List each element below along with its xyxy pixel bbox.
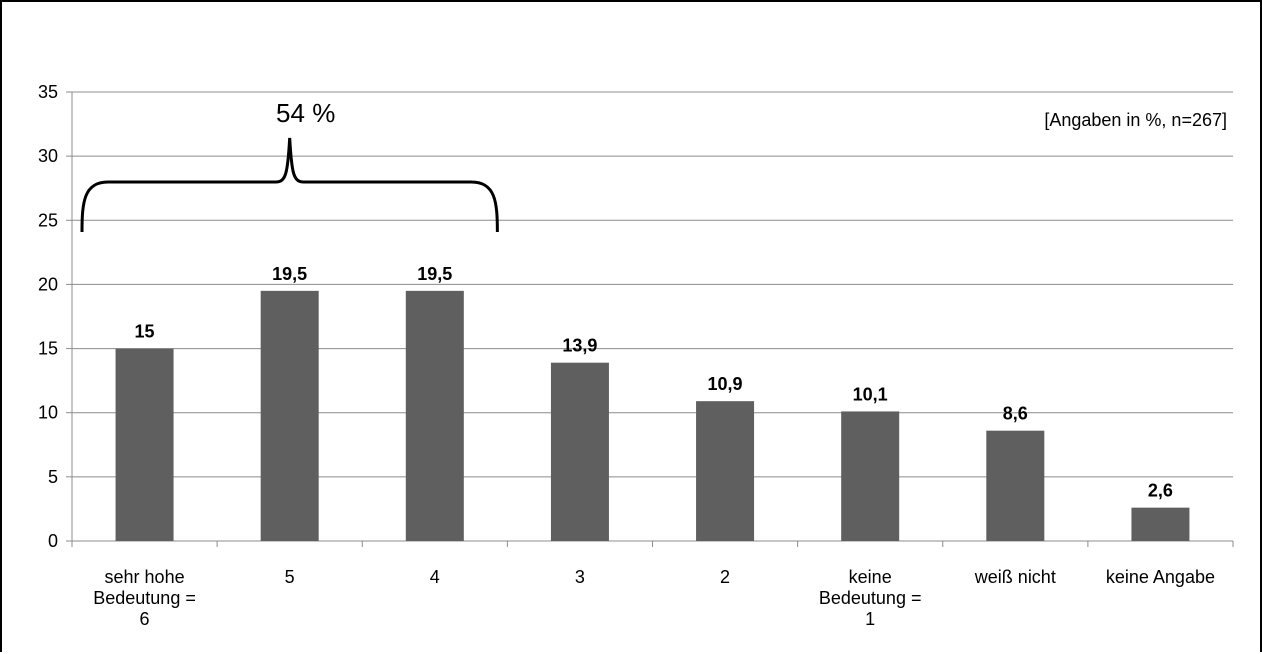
data-label: 19,5 bbox=[272, 264, 307, 284]
bar bbox=[115, 348, 174, 541]
bar bbox=[841, 411, 900, 541]
y-tick-label: 25 bbox=[38, 210, 58, 230]
data-label: 10,9 bbox=[708, 374, 743, 394]
bar bbox=[1131, 507, 1190, 541]
data-label: 13,9 bbox=[562, 336, 597, 356]
y-axis: 0 5 10 15 20 25 30 35 bbox=[38, 82, 73, 551]
bar bbox=[260, 290, 319, 541]
bar bbox=[550, 362, 609, 541]
data-labels: 15 19,5 19,5 13,9 10,9 10,1 8,6 2,6 bbox=[135, 264, 1173, 501]
x-axis: sehr hohe Bedeutung = 6 5 4 3 2 keine Bedeutung … bbox=[71, 540, 1234, 629]
y-tick-label: 15 bbox=[38, 339, 58, 359]
bar bbox=[986, 430, 1045, 541]
x-tick-label: 3 bbox=[575, 567, 585, 587]
x-tick-label: sehr hohe Bedeutung = 6 bbox=[93, 567, 196, 629]
bars bbox=[115, 290, 1190, 541]
grouping-brace: 54 % bbox=[80, 98, 499, 233]
x-tick-label: keine Bedeutung = 1 bbox=[819, 567, 922, 629]
y-tick-label: 0 bbox=[48, 531, 58, 551]
x-tick-label: 4 bbox=[430, 567, 440, 587]
x-tick-label: keine Angabe bbox=[1106, 567, 1215, 587]
x-tick-label: weiß nicht bbox=[974, 567, 1056, 587]
data-label: 8,6 bbox=[1003, 404, 1028, 424]
bar bbox=[696, 401, 755, 541]
gridlines bbox=[72, 91, 1233, 478]
y-tick-label: 35 bbox=[38, 82, 58, 102]
data-label: 15 bbox=[135, 322, 155, 342]
brace-icon bbox=[80, 137, 499, 233]
data-label: 10,1 bbox=[853, 384, 888, 404]
data-label: 19,5 bbox=[417, 264, 452, 284]
y-tick-label: 10 bbox=[38, 403, 58, 423]
brace-annotation: 54 % bbox=[276, 98, 335, 128]
data-label: 2,6 bbox=[1148, 481, 1173, 501]
x-tick-label: 2 bbox=[720, 567, 730, 587]
y-tick-label: 5 bbox=[48, 467, 58, 487]
y-tick-label: 20 bbox=[38, 274, 58, 294]
x-tick-label: 5 bbox=[285, 567, 295, 587]
sample-note: [Angaben in %, n=267] bbox=[1044, 110, 1227, 130]
y-tick-label: 30 bbox=[38, 146, 58, 166]
bar bbox=[405, 290, 464, 541]
